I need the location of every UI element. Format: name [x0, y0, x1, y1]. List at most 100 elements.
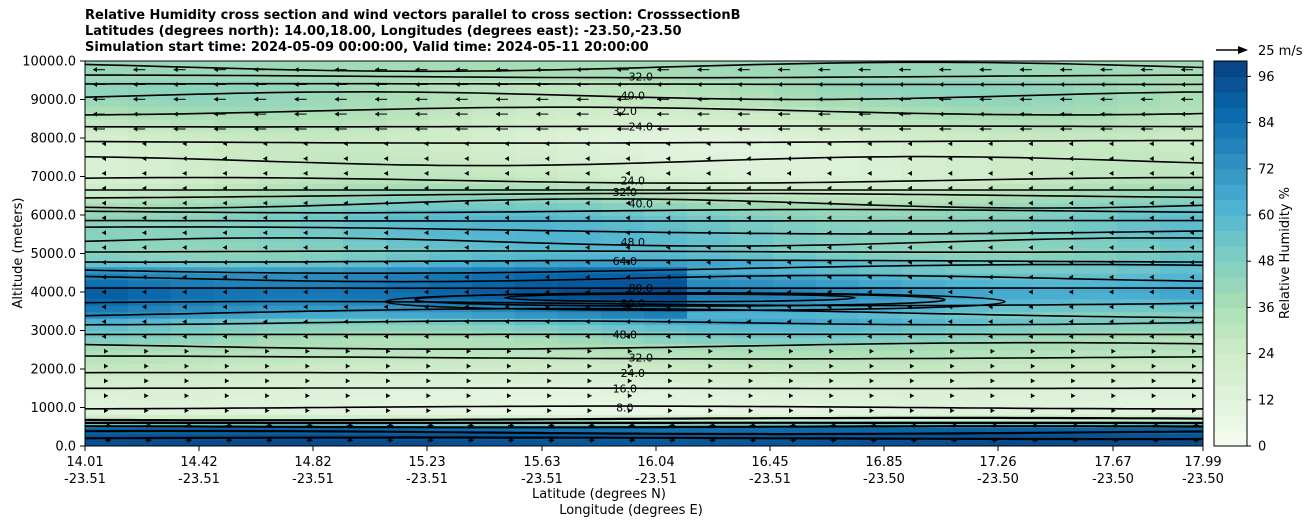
rh-cell — [1117, 317, 1161, 326]
rh-cell — [558, 407, 602, 415]
wind-vector-head — [1069, 319, 1074, 325]
wind-vector-head — [1140, 81, 1145, 87]
rh-cell — [1117, 253, 1161, 261]
rh-cell — [171, 131, 215, 139]
rh-cell — [730, 247, 774, 255]
colorbar-tick-label: 36 — [1258, 301, 1275, 316]
rh-cell — [730, 349, 774, 358]
colorbar-swatch — [1214, 215, 1247, 231]
rh-cell — [515, 215, 559, 223]
wind-vector-head — [1149, 274, 1154, 280]
wind-vector-head — [343, 245, 348, 251]
wind-vector-head — [1190, 156, 1194, 162]
wind-vector-head — [263, 274, 268, 280]
rh-cell — [730, 279, 774, 287]
rh-cell — [171, 125, 215, 133]
rh-cell — [1074, 112, 1118, 120]
rh-cell — [945, 189, 989, 197]
wind-vector-head — [1140, 111, 1145, 117]
rh-cell — [773, 292, 817, 300]
rh-cell — [343, 118, 387, 127]
rh-cell — [85, 247, 129, 255]
rh-cell — [171, 304, 215, 313]
wind-vector-head — [213, 126, 218, 132]
wind-vector-head — [464, 274, 469, 280]
rh-cell — [1117, 189, 1161, 197]
rh-cell — [1031, 93, 1075, 101]
rh-cell — [988, 247, 1032, 255]
rh-cell — [859, 356, 903, 364]
wind-vector-head — [144, 393, 149, 399]
wind-vector-head — [1109, 215, 1114, 221]
rh-cell — [1031, 279, 1075, 287]
rh-cell — [988, 362, 1032, 370]
rh-cell — [300, 150, 344, 159]
rh-cell — [128, 285, 172, 293]
rh-cell — [859, 279, 903, 287]
rh-cell — [859, 381, 903, 390]
rh-cell — [988, 279, 1032, 287]
rh-cell — [601, 131, 645, 139]
rh-cell — [644, 170, 688, 178]
rh-cell — [1074, 170, 1118, 178]
wind-vector-head — [1019, 111, 1024, 117]
wind-vector-head — [939, 81, 944, 87]
wind-vector-head — [504, 274, 509, 280]
wind-vector-head — [469, 437, 474, 443]
rh-cell — [816, 176, 860, 184]
wind-vector-head — [1151, 363, 1156, 369]
wind-vector-head — [294, 126, 299, 132]
wind-vector-head — [666, 156, 671, 162]
wind-vector-head — [585, 156, 590, 162]
rh-cell — [128, 67, 172, 75]
rh-cell — [515, 150, 559, 159]
rh-cell — [472, 189, 516, 197]
wind-vector-head — [464, 333, 469, 339]
rh-cell — [945, 125, 989, 133]
rh-cell — [1074, 163, 1118, 172]
colorbar-swatch — [1214, 261, 1247, 278]
wind-vector-head — [426, 348, 431, 354]
wind-vector-head — [142, 274, 147, 280]
rh-cell — [1031, 240, 1075, 249]
contour-label: 48.0 — [613, 328, 638, 341]
rh-cell — [257, 272, 301, 281]
y-tick-label: 7000.0 — [31, 170, 77, 185]
wind-vector-head — [1149, 170, 1154, 176]
wind-vector-head — [102, 245, 106, 251]
wind-vector-head — [386, 378, 391, 384]
wind-vector-head — [466, 378, 471, 384]
wind-vector-head — [102, 200, 106, 206]
wind-vector-head — [1069, 170, 1074, 176]
wind-vector-head — [1060, 96, 1065, 102]
rh-cell — [1160, 157, 1203, 165]
wind-vector-head — [858, 111, 863, 117]
wind-vector-head — [504, 185, 509, 191]
rh-cell — [85, 144, 129, 152]
rh-cell — [988, 266, 1032, 274]
wind-vector-head — [545, 289, 550, 295]
rh-cell — [644, 144, 688, 152]
rh-cell — [1031, 394, 1075, 403]
rh-cell — [859, 336, 903, 345]
y-tick-label: 9000.0 — [31, 93, 77, 108]
colorbar-tick-label: 12 — [1258, 393, 1275, 408]
rh-cell — [773, 407, 817, 415]
wind-vector-head — [818, 111, 823, 117]
rh-cell — [988, 285, 1032, 293]
rh-cell — [945, 157, 989, 165]
rh-cell — [472, 272, 516, 281]
rh-cell — [945, 401, 989, 409]
rh-cell — [945, 105, 989, 114]
rh-cell — [214, 413, 258, 422]
rh-cell — [1031, 105, 1075, 114]
rh-cell — [558, 86, 602, 95]
x-tick-lon: -23.51 — [292, 472, 334, 487]
wind-vector-head — [263, 215, 268, 221]
rh-cell — [730, 208, 774, 216]
rh-cell — [816, 227, 860, 236]
rh-cell — [601, 272, 645, 281]
rh-cell — [1031, 215, 1075, 223]
wind-vector-head — [990, 348, 995, 354]
wind-vector-head — [1019, 81, 1024, 87]
